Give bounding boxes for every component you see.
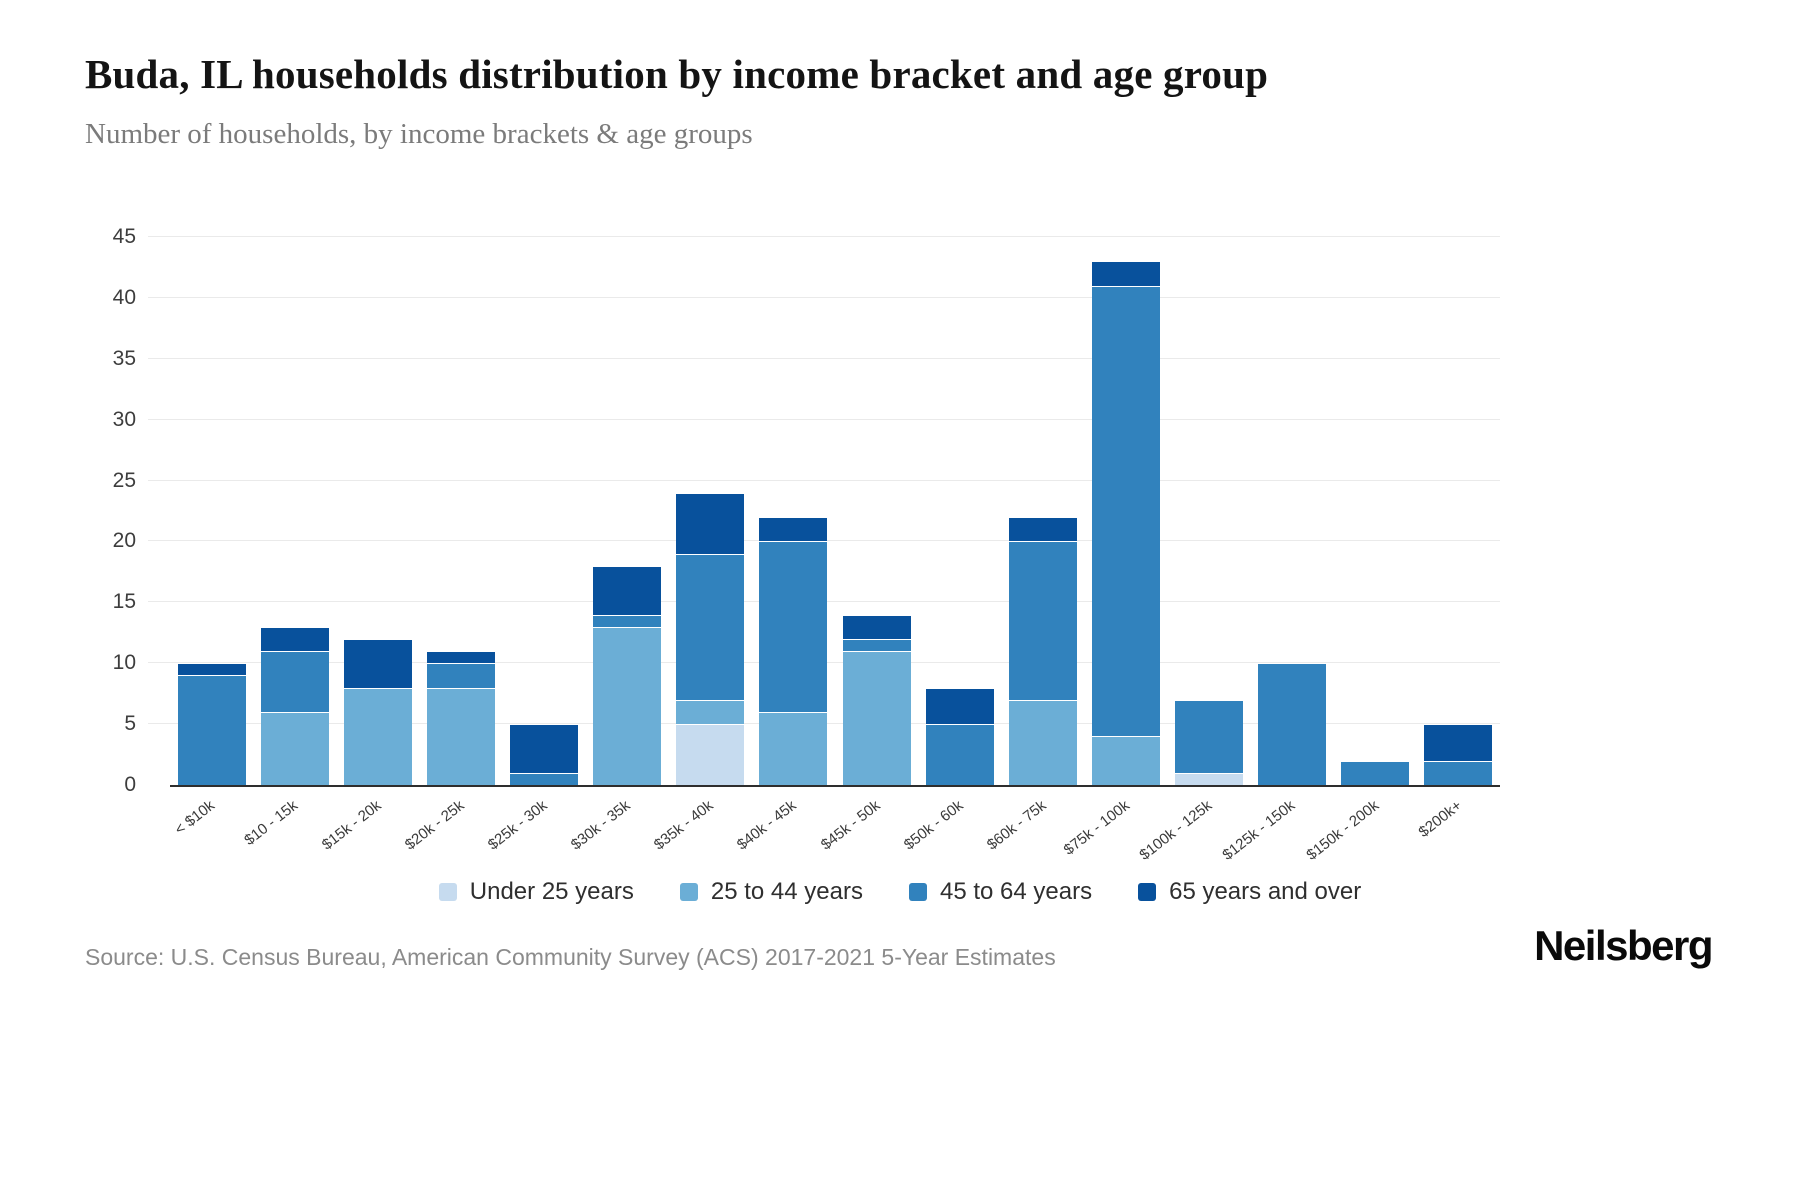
plot-area: < $10k $10 - 15k $15k - 20k $20k - 25k $25k …	[148, 236, 1500, 864]
x-tick-label: $150k - 200k	[1302, 797, 1382, 864]
x-tick-label: $60k - 75k	[983, 797, 1050, 854]
gridline	[148, 296, 1500, 298]
legend-item-under-25-years[interactable]: Under 25 years	[438, 878, 634, 906]
bar-segment	[676, 492, 745, 554]
chart-title: Buda, IL households distribution by inco…	[85, 51, 1269, 97]
gridline	[148, 357, 1500, 359]
bar-segment	[1091, 261, 1160, 286]
legend-label: 25 to 44 years	[710, 878, 863, 905]
bar-segment	[1424, 724, 1493, 761]
x-tick-label: $35k - 40k	[651, 797, 717, 854]
bar-segment	[925, 724, 994, 785]
y-tick-label: 15	[112, 590, 136, 614]
bar-segment	[925, 687, 994, 725]
bar-segment	[1008, 541, 1077, 700]
x-tick-label: $10 - 15k	[241, 797, 302, 849]
source-text: Source: U.S. Census Bureau, American Com…	[85, 944, 1056, 970]
bar-segment	[1091, 736, 1160, 785]
x-tick-label: $75k - 100k	[1060, 797, 1133, 859]
bar-segment	[842, 651, 911, 785]
bar-segment	[759, 541, 828, 712]
legend-item-65-years-and-over[interactable]: 65 years and over	[1138, 878, 1361, 906]
y-tick-label: 45	[112, 225, 136, 248]
x-tick-label: $200k+	[1415, 797, 1465, 841]
bar-segment	[1424, 760, 1493, 785]
bar-segment	[1341, 760, 1410, 785]
bar-segment	[1175, 772, 1244, 785]
bar-segment	[676, 699, 745, 725]
bar-segment	[510, 724, 579, 773]
y-tick-label: 35	[112, 346, 136, 370]
gridline	[148, 418, 1500, 420]
x-tick-label: $30k - 35k	[567, 797, 634, 854]
x-tick-label: $50k - 60k	[900, 797, 967, 854]
y-tick-label: 30	[112, 407, 136, 431]
bar-segment	[1008, 699, 1077, 785]
bar-segment	[593, 614, 662, 627]
bar-segment	[1008, 517, 1077, 542]
bar-segment	[842, 614, 911, 639]
bar-segment	[177, 675, 246, 785]
bar-segment	[260, 711, 329, 785]
y-tick-label: 0	[124, 773, 136, 796]
x-tick-label: $25k - 30k	[484, 797, 551, 854]
bar-segment	[1258, 663, 1327, 785]
bar-segment	[177, 663, 246, 676]
bar-segment	[510, 772, 579, 785]
x-tick-label: $125k - 150k	[1219, 797, 1299, 864]
gridline	[148, 236, 1500, 237]
legend-item-25-to-44-years[interactable]: 25 to 44 years	[679, 878, 863, 906]
x-tick-label: $100k - 125k	[1136, 797, 1216, 864]
x-tick-label: $20k - 25k	[401, 797, 468, 854]
legend-label: 45 to 64 years	[939, 878, 1093, 905]
y-axis: 0 5 10 15 20 25 30 35 40 45	[0, 225, 152, 796]
bar-segment	[759, 711, 828, 785]
legend-label: 65 years and over	[1169, 878, 1362, 905]
x-tick-label: $15k - 20k	[318, 797, 385, 854]
bar-segment	[759, 517, 828, 542]
bar-segment	[260, 626, 329, 652]
y-tick-label: 5	[124, 712, 136, 736]
legend-swatch	[679, 883, 698, 901]
y-tick-label: 20	[112, 529, 136, 553]
bar-segment	[676, 553, 745, 700]
legend-swatch	[908, 883, 927, 901]
bar-segment	[676, 724, 745, 785]
y-tick-label: 10	[112, 651, 136, 675]
gridline	[148, 479, 1500, 481]
legend-swatch	[438, 883, 457, 901]
bar-segment	[343, 638, 412, 688]
y-tick-label: 25	[112, 468, 136, 492]
x-tick-label: $40k - 45k	[734, 797, 800, 854]
bar-segment	[343, 687, 412, 785]
bar-segment	[842, 638, 911, 652]
bar-segment	[260, 651, 329, 712]
bar-segment	[1175, 699, 1244, 773]
x-tick-label: $45k - 50k	[817, 797, 884, 854]
bar-segment	[1091, 285, 1160, 737]
bar-segment	[593, 565, 662, 615]
legend: Under 25 years 25 to 44 years 45 to 64 yea…	[0, 878, 1800, 906]
legend-label: Under 25 years	[469, 878, 634, 905]
bar-segment	[426, 687, 495, 785]
legend-item-45-to-64-years[interactable]: 45 to 64 years	[908, 878, 1093, 906]
x-tick-label: < $10k	[171, 797, 219, 839]
chart-subtitle: Number of households, by income brackets…	[85, 118, 753, 150]
bar-segment	[426, 663, 495, 688]
legend-swatch	[1138, 883, 1157, 901]
bar-segment	[593, 626, 662, 785]
y-tick-label: 40	[112, 285, 136, 309]
bar-segment	[426, 651, 495, 664]
neilsberg-logo: Neilsberg	[1534, 922, 1713, 969]
